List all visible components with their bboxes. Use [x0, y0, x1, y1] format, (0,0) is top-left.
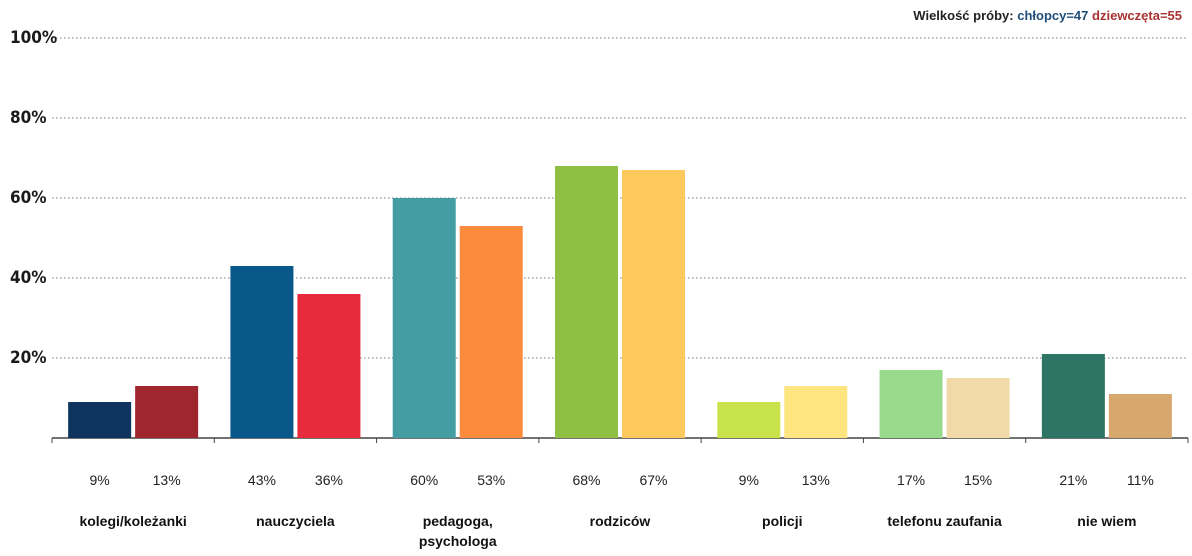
bar	[230, 266, 294, 438]
data-label: 9%	[739, 472, 759, 488]
data-label: 13%	[802, 472, 830, 488]
data-label: 13%	[153, 472, 181, 488]
data-label: 9%	[90, 472, 110, 488]
sample-size-boys: chłopcy=47	[1017, 8, 1089, 23]
y-tick-label: 60%	[10, 188, 47, 208]
y-tick-label: 20%	[10, 348, 47, 368]
bar	[392, 198, 456, 438]
bar	[1108, 394, 1172, 438]
bar	[879, 370, 943, 438]
bar	[459, 226, 523, 438]
category-label: policji	[762, 513, 802, 529]
y-tick-label: 80%	[10, 108, 47, 128]
bar	[555, 166, 618, 438]
category-label: nauczyciela	[256, 513, 335, 529]
data-label: 21%	[1059, 472, 1087, 488]
data-label: 36%	[315, 472, 343, 488]
category-label: kolegi/koleżanki	[79, 513, 186, 529]
data-label: 11%	[1127, 472, 1154, 488]
bar	[622, 170, 685, 438]
bar	[1041, 354, 1105, 438]
data-label: 67%	[639, 472, 667, 488]
bar	[297, 294, 361, 438]
data-label: 15%	[964, 472, 992, 488]
category-label: telefonu zaufania	[887, 513, 1002, 529]
bar	[784, 386, 848, 438]
bar	[717, 402, 781, 438]
sample-size-note: Wielkość próby: chłopcy=47 dziewczęta=55	[913, 8, 1182, 23]
category-label: nie wiem	[1077, 513, 1136, 529]
data-label: 60%	[410, 472, 438, 488]
y-tick-label: 100%	[10, 28, 57, 48]
sample-size-label: Wielkość próby:	[913, 8, 1014, 23]
bar	[68, 402, 132, 438]
y-tick-label: 40%	[10, 268, 47, 288]
bar	[135, 386, 199, 438]
category-label: rodziców	[590, 513, 651, 529]
data-label: 68%	[572, 472, 600, 488]
category-label: pedagoga,	[423, 513, 493, 529]
data-label: 53%	[477, 472, 505, 488]
data-label: 17%	[897, 472, 925, 488]
category-label: psychologa	[419, 533, 497, 549]
data-label: 43%	[248, 472, 276, 488]
sample-size-girls: dziewczęta=55	[1092, 8, 1182, 23]
bar	[946, 378, 1010, 438]
